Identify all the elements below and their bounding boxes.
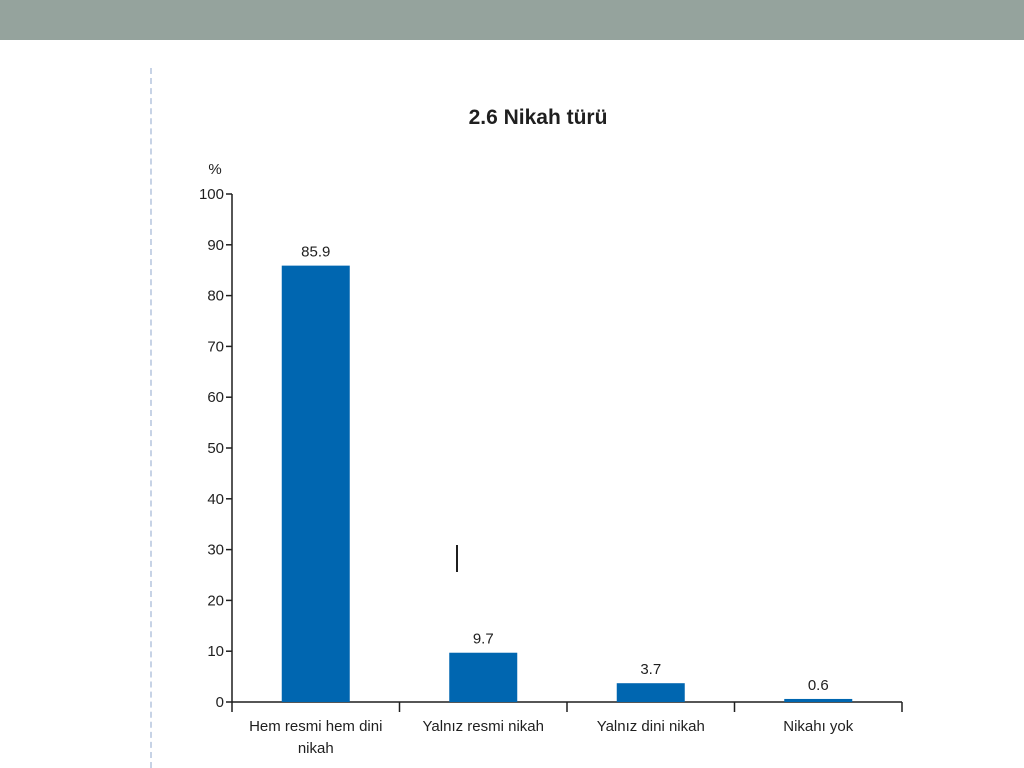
y-tick-label: 30: [207, 542, 224, 559]
y-tick-label: 100: [199, 186, 224, 203]
y-tick-label: 80: [207, 288, 224, 305]
y-tick-label: 0: [216, 694, 224, 711]
bar: [449, 652, 518, 702]
bar: [281, 265, 350, 702]
x-category-label: Hem resmi hem dini: [249, 718, 382, 735]
dashed-guide-line: [150, 68, 152, 768]
bar-value-label: 0.6: [808, 677, 829, 694]
x-category-label: Yalnız resmi nikah: [423, 718, 544, 735]
x-category-label: Nikahı yok: [783, 718, 854, 735]
x-category-label: Yalnız dini nikah: [597, 718, 705, 735]
y-tick-label: 20: [207, 592, 224, 609]
bar: [616, 683, 685, 702]
y-tick-label: 90: [207, 237, 224, 254]
y-tick-label: 60: [207, 389, 224, 406]
y-axis-unit-label: %: [208, 161, 221, 178]
y-tick-label: 70: [207, 338, 224, 355]
y-tick-label: 40: [207, 491, 224, 508]
y-tick-label: 10: [207, 643, 224, 660]
chart-title: 2.6 Nikah türü: [469, 106, 608, 129]
bar: [784, 698, 853, 702]
header-bar: [0, 0, 1024, 40]
y-tick-label: 50: [207, 440, 224, 457]
bar-value-label: 3.7: [640, 661, 661, 678]
x-category-label: nikah: [298, 740, 334, 757]
bar-value-label: 9.7: [473, 631, 494, 648]
bar-value-label: 85.9: [301, 244, 330, 261]
